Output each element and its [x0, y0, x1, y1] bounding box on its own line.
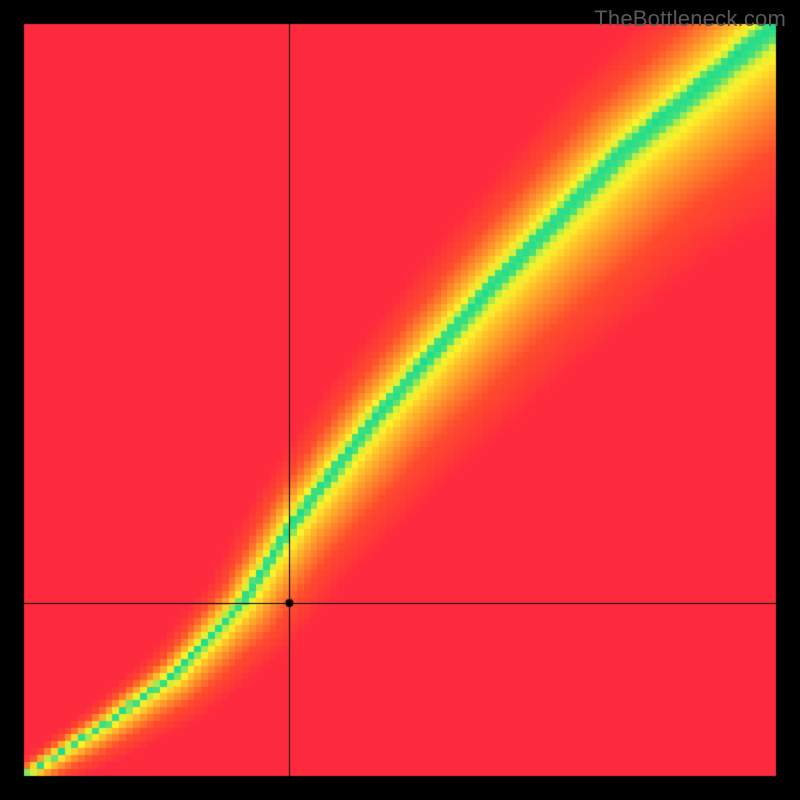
watermark-text: TheBottleneck.com — [594, 6, 786, 32]
bottleneck-heatmap — [0, 0, 800, 800]
chart-container: TheBottleneck.com — [0, 0, 800, 800]
